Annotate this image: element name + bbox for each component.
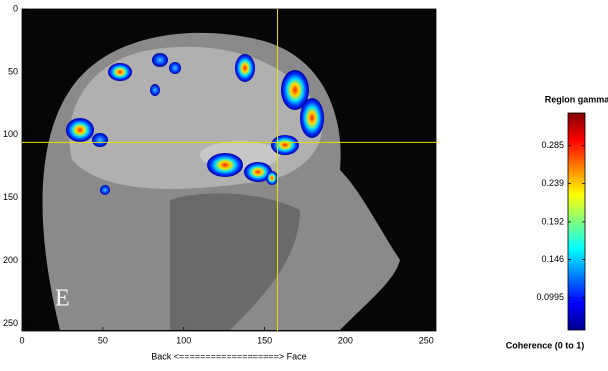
y-tick-label: 200 bbox=[3, 255, 18, 265]
x-tick-label: 150 bbox=[257, 335, 272, 345]
figure: E Back <===================> Face Region… bbox=[0, 0, 608, 371]
colorbar-tick-label: 0.285 bbox=[541, 140, 564, 150]
y-tick-label: 0 bbox=[13, 3, 18, 13]
colorbar-label: Coherence (0 to 1) bbox=[506, 340, 585, 350]
mri-image bbox=[22, 9, 436, 331]
x-tick-label: 200 bbox=[338, 335, 353, 345]
x-axis-label: Back <===================> Face bbox=[151, 351, 306, 361]
y-tick-label: 100 bbox=[3, 129, 18, 139]
x-tick-label: 0 bbox=[19, 335, 24, 345]
y-tick-label: 50 bbox=[8, 66, 18, 76]
colorbar-tick-label: 0.239 bbox=[541, 178, 564, 188]
y-tick-label: 250 bbox=[3, 318, 18, 328]
x-tick-label: 100 bbox=[176, 335, 191, 345]
y-tick-label: 150 bbox=[3, 192, 18, 202]
panel-label: E bbox=[55, 286, 70, 312]
x-tick-label: 50 bbox=[98, 335, 108, 345]
colorbar-tick-label: 0.146 bbox=[541, 254, 564, 264]
x-tick-label: 250 bbox=[419, 335, 434, 345]
colorbar-tick-label: 0.192 bbox=[541, 216, 564, 226]
colorbar-title: Region gamma bbox=[545, 94, 608, 104]
colorbar-tick-label: 0.0995 bbox=[536, 292, 564, 302]
